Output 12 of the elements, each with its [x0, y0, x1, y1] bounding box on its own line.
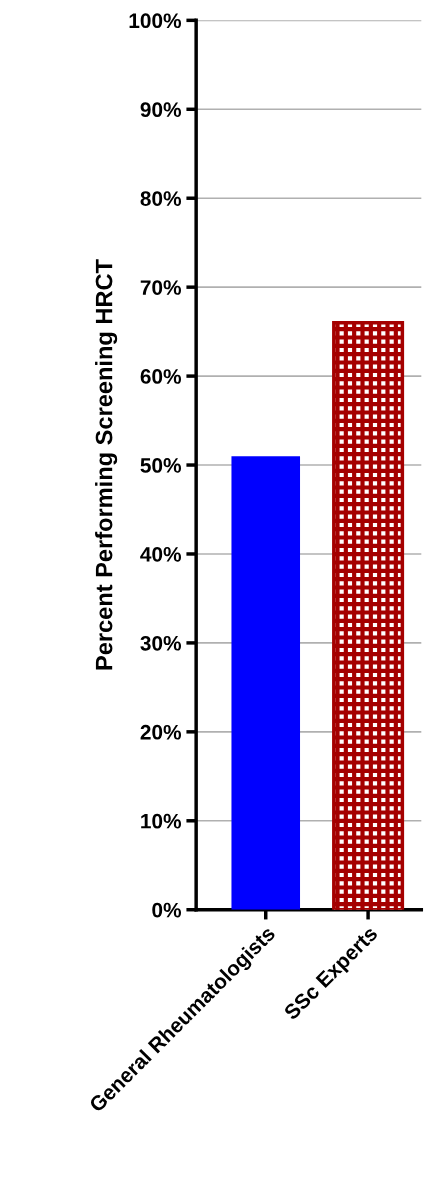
- y-tick-label: 80%: [140, 191, 182, 206]
- y-tick-label: 30%: [140, 635, 182, 651]
- y-tick-label: 60%: [140, 369, 182, 384]
- y-axis-title: Percent Performing Screening HRCT: [95, 259, 118, 670]
- y-tick-label: 40%: [140, 546, 182, 562]
- y-tick-label: 90%: [140, 102, 182, 118]
- y-tick-label: 100%: [129, 13, 182, 29]
- y-tick-label: 70%: [140, 280, 182, 295]
- y-tick-label: 0%: [152, 902, 182, 918]
- y-tick-label: 20%: [140, 724, 182, 740]
- y-tick-label: 50%: [140, 458, 182, 473]
- y-tick-label: 10%: [141, 813, 182, 829]
